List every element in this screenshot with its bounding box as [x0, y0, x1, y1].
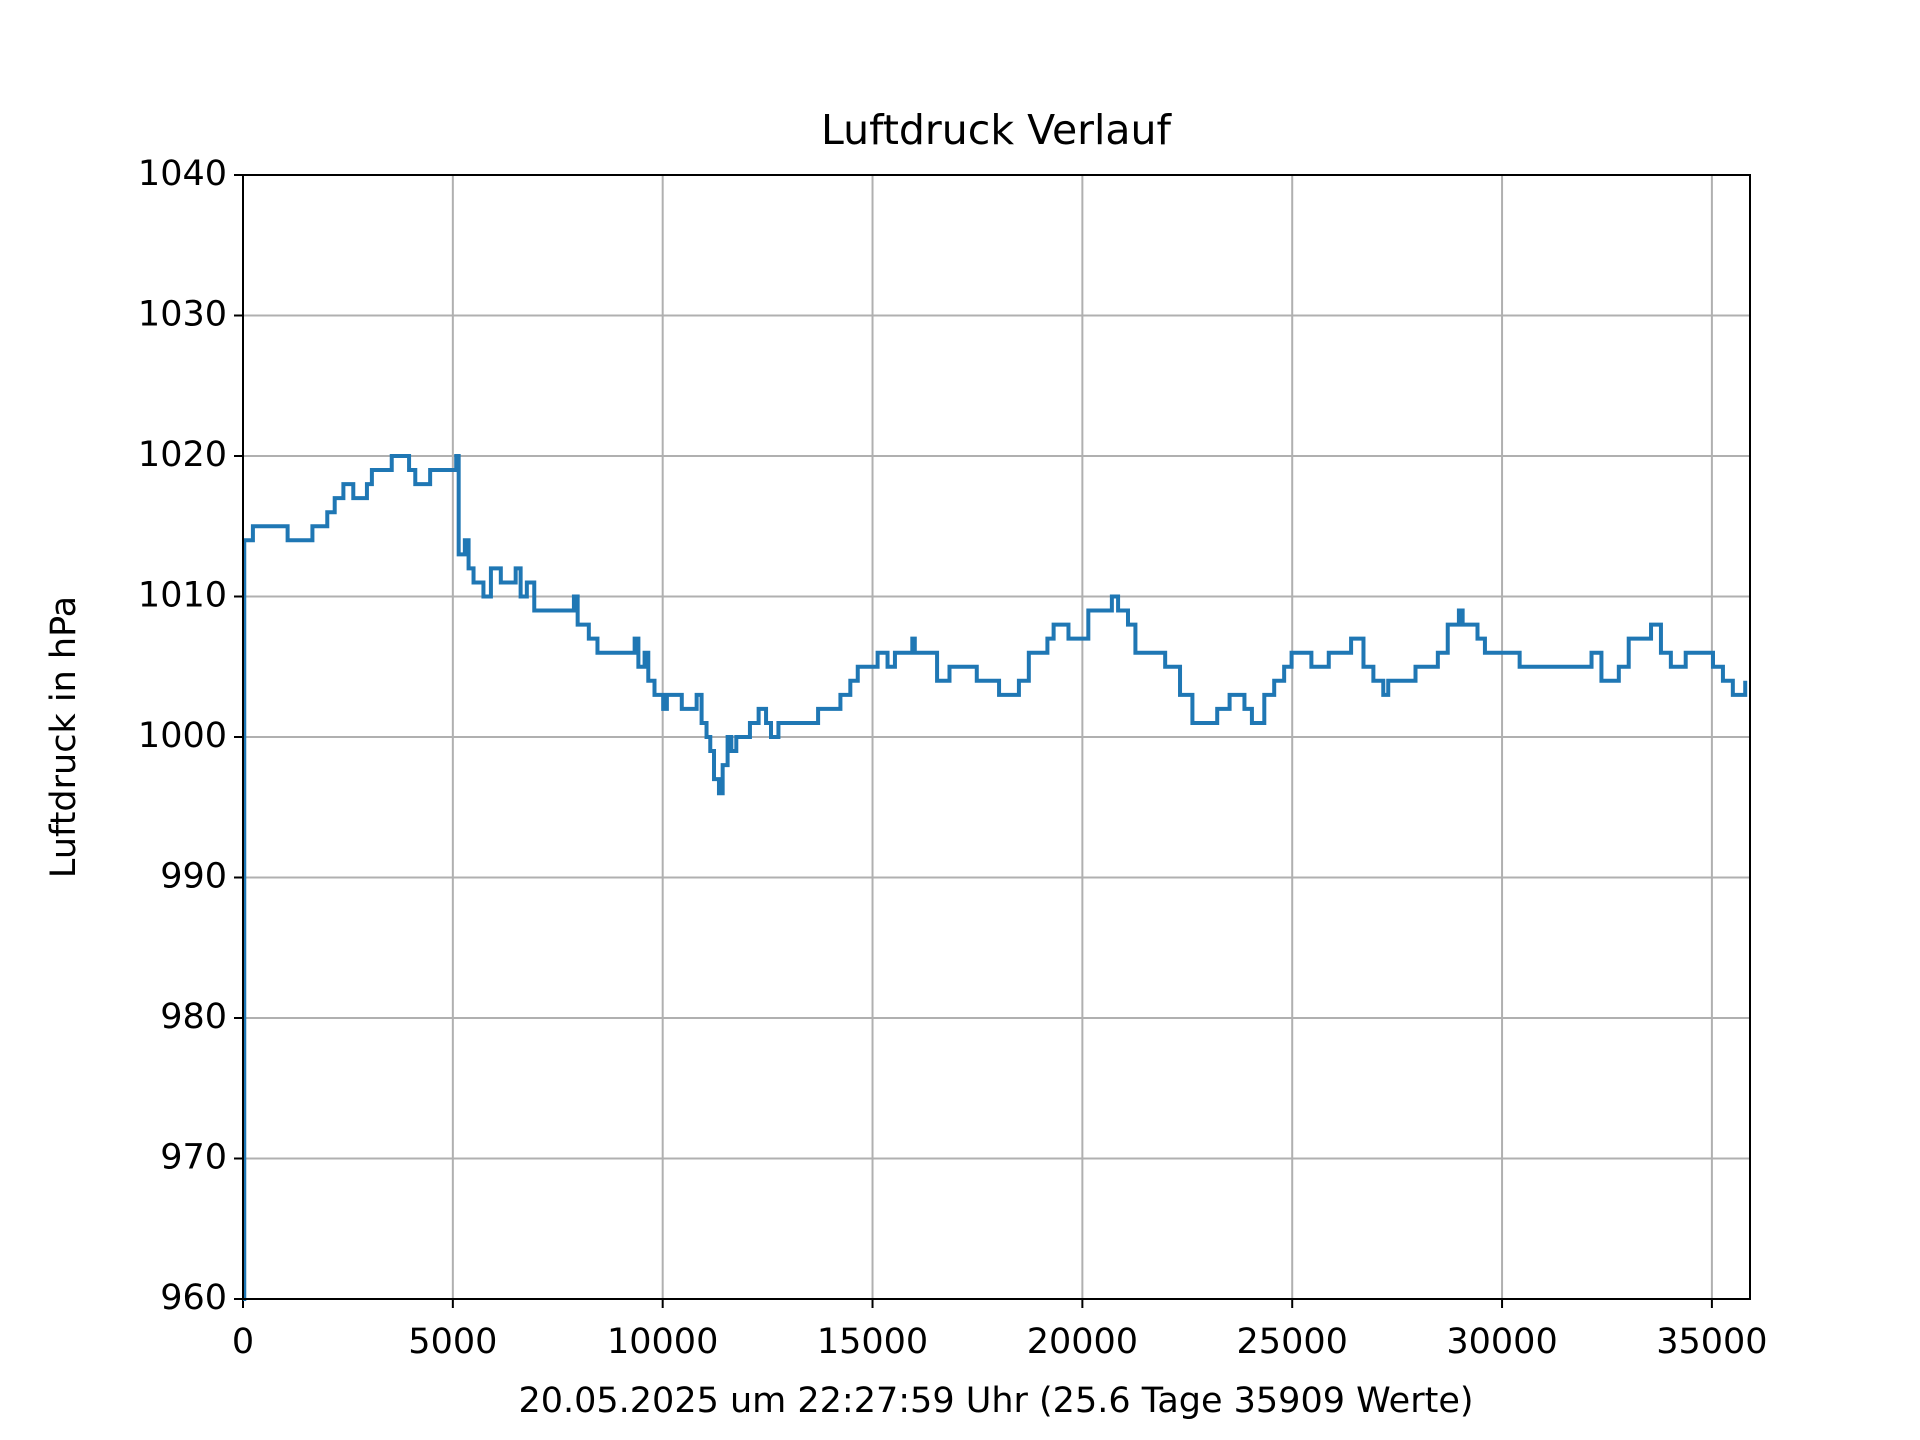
- x-tick-label: 35000: [1656, 1322, 1767, 1362]
- x-tick-label: 20000: [1027, 1322, 1138, 1362]
- y-tick-label: 1030: [138, 295, 227, 335]
- x-tick-label: 25000: [1237, 1322, 1348, 1362]
- x-tick-label: 5000: [408, 1322, 497, 1362]
- y-tick-label: 1010: [138, 576, 227, 616]
- y-tick-label: 1000: [138, 716, 227, 756]
- y-tick-label: 1040: [138, 154, 227, 194]
- x-tick-label: 30000: [1446, 1322, 1557, 1362]
- x-tick-label: 15000: [817, 1322, 928, 1362]
- y-tick-label: 990: [160, 857, 227, 897]
- x-tick-label: 0: [232, 1322, 254, 1362]
- plot-frame: [242, 174, 1751, 1300]
- data-line: [242, 454, 1748, 1301]
- y-tick-label: 980: [160, 997, 227, 1037]
- y-axis-label: Luftdruck in hPa: [44, 596, 84, 878]
- y-tick-label: 1020: [138, 435, 227, 475]
- y-tick-label: 960: [160, 1278, 227, 1318]
- y-tick-label: 970: [160, 1138, 227, 1178]
- chart-title: Luftdruck Verlauf: [821, 106, 1173, 154]
- x-axis-label: 20.05.2025 um 22:27:59 Uhr (25.6 Tage 35…: [518, 1381, 1473, 1421]
- x-tick-label: 10000: [607, 1322, 718, 1362]
